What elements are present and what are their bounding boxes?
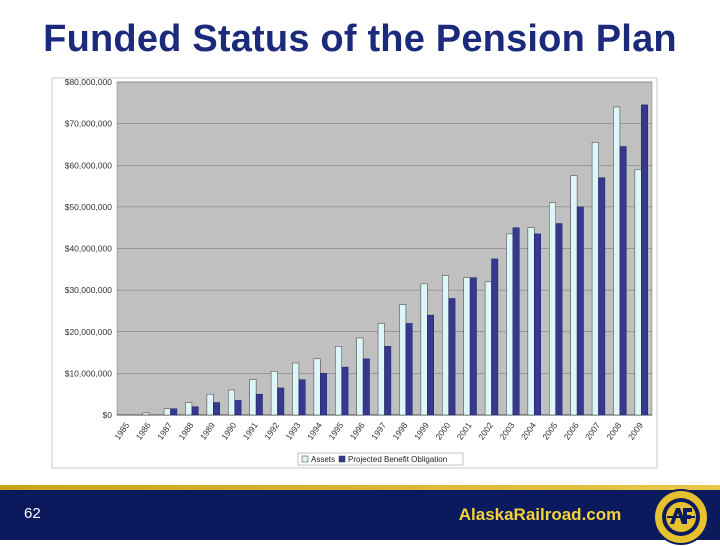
- bar-pbo: [598, 177, 606, 416]
- bar-pbo: [170, 408, 178, 416]
- bar-pbo: [320, 373, 327, 416]
- legend: Assets Projected Benefit Obligation: [297, 452, 464, 466]
- page-number: 62: [24, 505, 41, 522]
- y-tick-label: $40,000,000: [65, 244, 113, 254]
- bar-assets: [591, 142, 599, 416]
- footer-accent-strip: [0, 485, 720, 490]
- bar-assets: [377, 323, 385, 416]
- bar-assets: [163, 408, 171, 416]
- bar-pbo: [619, 146, 627, 416]
- bar-pbo: [469, 277, 477, 416]
- bar-pbo: [191, 406, 199, 416]
- y-tick-label: $80,000,000: [65, 77, 113, 87]
- bar-pbo: [234, 400, 242, 416]
- bar-pbo: [341, 366, 349, 416]
- bar-pbo: [362, 358, 370, 416]
- y-tick-label: $70,000,000: [65, 119, 113, 129]
- y-tick-label: $20,000,000: [65, 327, 113, 337]
- bar-assets: [506, 233, 514, 416]
- bars: [142, 104, 648, 416]
- y-tick-label: $0: [103, 410, 113, 420]
- bar-pbo: [427, 314, 434, 416]
- bar-assets: [292, 362, 300, 416]
- bar-assets: [463, 277, 471, 416]
- website-link[interactable]: AlaskaRailroad.com: [458, 505, 622, 524]
- bar-pbo: [491, 258, 499, 416]
- legend-swatch-assets: [301, 455, 309, 463]
- bar-assets: [570, 175, 578, 416]
- slide-title: Funded Status of the Pension Plan: [43, 18, 677, 60]
- bar-pbo: [576, 206, 584, 416]
- y-tick-label: $30,000,000: [65, 285, 113, 295]
- bar-assets: [442, 275, 449, 416]
- footer-bar: [0, 490, 720, 540]
- legend-swatch-pbo: [338, 455, 346, 463]
- legend-label-pbo: Projected Benefit Obligation: [348, 455, 447, 464]
- bar-pbo: [534, 233, 541, 416]
- bar-assets: [549, 202, 556, 416]
- bar-pbo: [448, 298, 456, 416]
- bar-pbo: [384, 346, 392, 416]
- bar-assets: [613, 106, 621, 416]
- bar-pbo: [555, 223, 563, 416]
- y-axis-labels: $0 $10,000,000 $20,000,000 $30,000,000 $40,0…: [65, 77, 113, 420]
- bar-assets: [313, 358, 321, 416]
- bar-assets: [420, 283, 428, 416]
- bar-assets: [142, 412, 150, 416]
- legend-label-assets: Assets: [311, 455, 335, 464]
- y-tick-label: $60,000,000: [65, 160, 113, 170]
- pension-bar-chart: $0 $10,000,000 $20,000,000 $30,000,000 $40,0…: [51, 77, 658, 469]
- bar-pbo: [277, 387, 285, 416]
- bar-pbo: [213, 402, 220, 416]
- bar-pbo: [405, 323, 413, 416]
- gridlines: [117, 81, 652, 416]
- y-tick-label: $50,000,000: [65, 202, 113, 212]
- bar-assets: [228, 389, 235, 416]
- bar-assets: [249, 379, 257, 416]
- bar-pbo: [255, 393, 263, 416]
- bar-assets: [356, 337, 364, 416]
- y-tick-label: $10,000,000: [65, 368, 113, 378]
- bar-assets: [484, 281, 492, 416]
- bar-pbo: [298, 379, 306, 416]
- bar-assets: [185, 402, 193, 416]
- bar-assets: [399, 304, 407, 416]
- bar-assets: [527, 227, 535, 416]
- bar-pbo: [641, 104, 648, 416]
- bar-assets: [206, 393, 214, 416]
- bar-pbo: [512, 227, 520, 416]
- bar-assets: [634, 169, 642, 416]
- bar-assets: [335, 346, 342, 416]
- alaska-railroad-logo-icon: [653, 489, 709, 545]
- bar-assets: [270, 371, 278, 416]
